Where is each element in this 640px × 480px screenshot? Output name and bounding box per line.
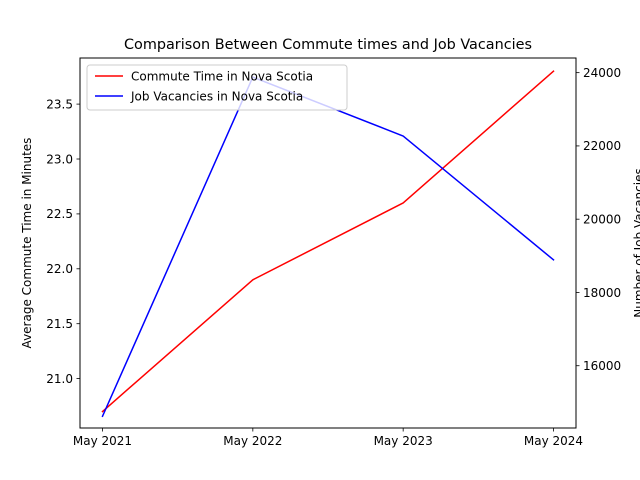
chart-title: Comparison Between Commute times and Job… (124, 37, 532, 53)
plot-lines (101, 70, 555, 418)
x-axis: May 2021 May 2022 May 2023 May 2024 (73, 428, 583, 448)
right-y-tick-label: 22000 (583, 139, 621, 153)
right-y-tick-label: 24000 (583, 66, 621, 80)
series-line-1 (101, 70, 555, 413)
series-line-2 (101, 76, 555, 418)
legend-label: Commute Time in Nova Scotia (131, 69, 313, 83)
left-y-tick-label: 21.0 (46, 372, 73, 386)
right-y-axis: 16000 18000 20000 22000 24000 (576, 66, 621, 373)
right-y-tick-label: 16000 (583, 359, 621, 373)
x-tick-label: May 2023 (374, 434, 433, 448)
left-y-tick-label: 21.5 (46, 317, 73, 331)
right-y-tick-label: 20000 (583, 212, 621, 226)
left-y-tick-label: 23.5 (46, 97, 73, 111)
plot-frame (79, 57, 577, 429)
left-y-tick-label: 22.5 (46, 207, 73, 221)
x-tick-label: May 2024 (524, 434, 583, 448)
x-tick-label: May 2022 (223, 434, 282, 448)
left-axis-label: Average Commute Time in Minutes (20, 138, 34, 349)
legend: Commute Time in Nova Scotia Job Vacancies… (86, 64, 348, 111)
left-y-tick-label: 23.0 (46, 152, 73, 166)
legend-box (86, 64, 348, 111)
right-y-tick-label: 18000 (583, 286, 621, 300)
legend-label: Job Vacancies in Nova Scotia (130, 89, 303, 103)
x-tick-label: May 2021 (73, 434, 132, 448)
left-y-axis: 21.0 21.5 22.0 22.5 23.0 23.5 (46, 97, 80, 386)
right-axis-label: Number of Job Vacancies (632, 168, 640, 317)
left-y-tick-label: 22.0 (46, 262, 73, 276)
